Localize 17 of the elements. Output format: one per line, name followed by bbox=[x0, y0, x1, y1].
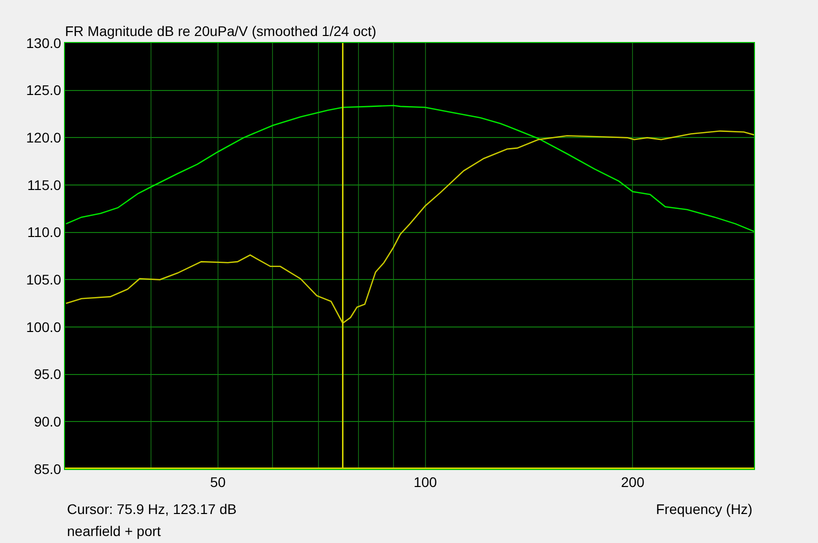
text: nearfield + port bbox=[67, 523, 161, 539]
y-tick-label: 110.0 bbox=[27, 224, 62, 240]
y-tick-label: 85.0 bbox=[34, 460, 62, 477]
chart-title: FR Magnitude dB re 20uPa/V (smoothed 1/24 oct) bbox=[65, 22, 376, 39]
x-tick-label: 50 bbox=[210, 474, 226, 490]
y-tick-label: 90.0 bbox=[34, 414, 62, 430]
y-tick-label: 95.0 bbox=[34, 366, 62, 382]
y-tick-label: 125.0 bbox=[26, 82, 62, 98]
x-tick-label: 100 bbox=[414, 474, 438, 490]
x-axis-title: Frequency (Hz) bbox=[656, 501, 752, 517]
x-tick-label: 200 bbox=[620, 474, 645, 490]
text: Cursor: 75.9 Hz, 123.17 dB bbox=[67, 501, 237, 517]
y-tick-label: 100.0 bbox=[26, 318, 62, 335]
y-tick-label: 130.0 bbox=[26, 34, 62, 51]
y-tick-label: 120.0 bbox=[26, 130, 62, 146]
y-tick-label: 115.0 bbox=[27, 176, 62, 193]
y-tick-label: 105.0 bbox=[26, 272, 62, 288]
